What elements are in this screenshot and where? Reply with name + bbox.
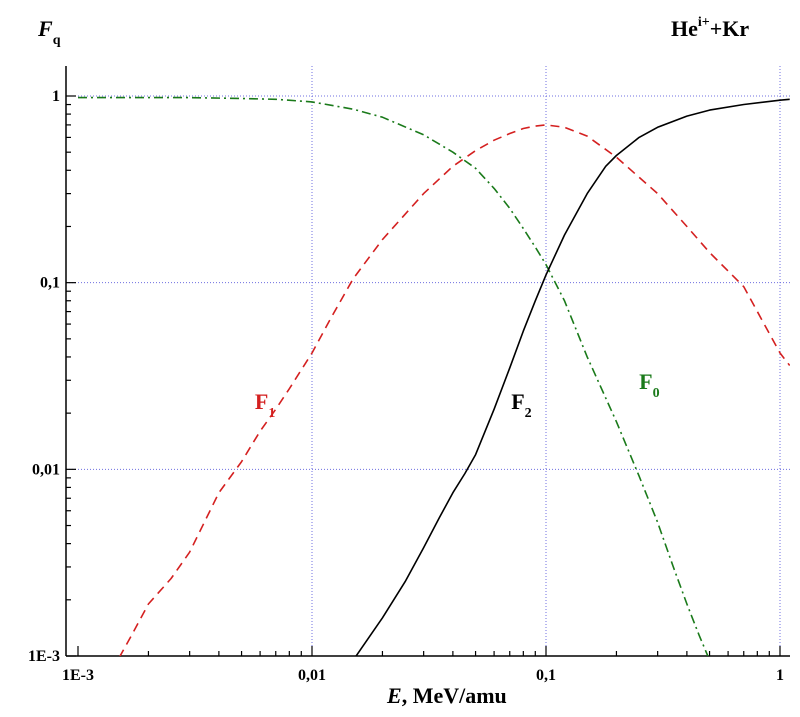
y-tick-label: 0,01 [32, 461, 60, 478]
series-label-f1: F1 [255, 389, 275, 421]
x-tick-label: 1 [776, 667, 784, 684]
series-group [78, 96, 790, 656]
y-tick-label: 1 [52, 88, 60, 105]
chart-title: Hei++Kr [671, 15, 749, 41]
y-axis-label: Fq [37, 16, 61, 48]
gridlines [66, 66, 790, 656]
x-axis-label-italic: E [386, 683, 402, 708]
series-line-f0 [78, 96, 709, 656]
chart-title-rest: +Kr [710, 16, 750, 41]
chart-title-sup: i+ [698, 15, 710, 30]
series-line-f1 [119, 124, 790, 656]
chart-title-base: He [671, 16, 698, 41]
x-axis-label-rest: , MeV/amu [402, 683, 507, 708]
series-label-f0: F0 [639, 369, 659, 401]
x-axis-label: E, MeV/amu [386, 683, 507, 708]
y-axis-label-base: F [37, 16, 53, 41]
y-tick-label: 0,1 [40, 275, 60, 292]
axes [65, 66, 790, 657]
y-tick-label: 1E-3 [28, 648, 60, 665]
x-tick-label: 1E-3 [62, 667, 94, 684]
series-line-f2 [355, 98, 790, 656]
x-tick-label: 0,1 [536, 667, 556, 684]
x-tick-label: 0,01 [298, 667, 326, 684]
series-label-f2: F2 [511, 389, 531, 421]
labels-group: 1E-3 0,01 0,1 1 1E-3 0,01 0,1 1 F0 F1 F2 [28, 88, 784, 684]
y-axis-label-sub: q [53, 33, 61, 48]
